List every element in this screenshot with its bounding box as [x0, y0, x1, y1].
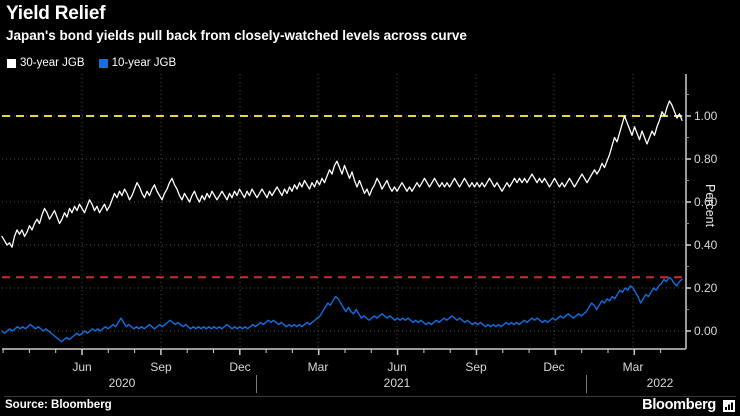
axis-lines — [2, 74, 691, 355]
plot-svg — [1, 74, 691, 355]
chart-title: Yield Relief — [6, 3, 106, 24]
bloomberg-bar-mark-icon — [723, 400, 735, 412]
x-year-label: 2022 — [646, 376, 674, 390]
legend-swatch-10y — [98, 58, 108, 68]
series-line-30y — [1, 100, 683, 248]
series-lines — [1, 100, 683, 343]
x-tick-label: Sep — [465, 360, 487, 374]
series-line-10y — [1, 276, 683, 343]
y-axis-title: Percent — [703, 184, 717, 228]
x-tick-label: Mar — [622, 360, 644, 374]
y-tick-label: 1.00 — [694, 109, 718, 123]
legend-item-10y[interactable]: 10-year JGB — [98, 57, 177, 69]
plot-area — [0, 74, 740, 364]
y-tick-label: 0.60 — [694, 195, 718, 209]
x-axis-labels: Jun Sep Dec Mar Jun Sep Dec Mar 2020 2021 2022 — [0, 361, 740, 395]
legend-label-10y: 10-year JGB — [111, 57, 177, 69]
x-tick-label: Dec — [543, 360, 565, 374]
y-tick-label: 0.20 — [694, 281, 718, 295]
x-tick-label: Jun — [387, 360, 407, 374]
x-year-divider — [256, 375, 257, 393]
x-tick-label: Mar — [307, 360, 329, 374]
source-label: Source: Bloomberg — [5, 399, 112, 411]
x-tick-label: Dec — [229, 360, 251, 374]
chart-footer: Source: Bloomberg Bloomberg — [0, 396, 740, 416]
y-tick-label: 0.80 — [694, 152, 718, 166]
reference-lines — [2, 115, 686, 279]
chart-subtitle: Japan's bond yields pull back from close… — [6, 28, 467, 43]
legend-swatch-30y — [7, 58, 16, 68]
y-axis-labels: 0.00 0.20 0.40 0.60 0.80 1.00 — [686, 74, 736, 364]
y-tick-label: 0.00 — [694, 324, 718, 338]
footer-divider — [4, 396, 736, 397]
y-tick-label: 0.40 — [694, 238, 718, 252]
chart-header: Yield Relief Japan's bond yields pull ba… — [6, 2, 734, 45]
x-year-divider — [586, 375, 587, 393]
chart-legend: 30-year JGB 10-year JGB — [7, 57, 176, 69]
legend-item-30y[interactable]: 30-year JGB — [7, 57, 85, 69]
x-tick-label: Jun — [72, 360, 92, 374]
x-year-label: 2021 — [383, 376, 411, 390]
bloomberg-wordmark: Bloomberg — [642, 397, 716, 413]
x-tick-label: Sep — [150, 360, 172, 374]
x-year-label: 2020 — [108, 376, 136, 390]
legend-label-30y: 30-year JGB — [20, 57, 85, 69]
